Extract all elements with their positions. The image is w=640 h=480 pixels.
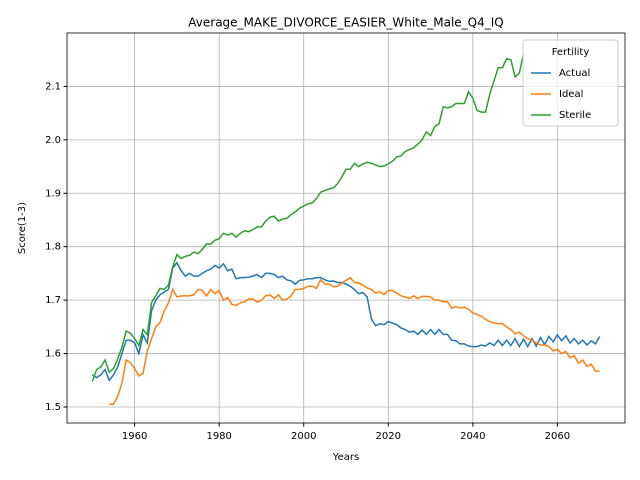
x-tick-label: 1980 [206,431,231,442]
data-line [91,261,601,382]
y-tick-label: 1.5 [45,402,61,413]
y-axis-label: Score(1-3) [17,202,28,254]
plot-frame [66,32,626,424]
legend-title: Fertility [552,47,590,58]
x-axis-label: Years [332,452,359,463]
y-tick-label: 2.0 [45,135,61,146]
legend-label: Actual [559,68,590,79]
y-tick-label: 1.8 [45,242,61,253]
x-tick-label: 1960 [122,431,147,442]
x-tick-label: 2040 [460,431,485,442]
y-tick-label: 1.6 [45,349,61,360]
y-tick-label: 1.7 [45,295,61,306]
y-tick-label: 1.9 [45,188,61,199]
legend-label: Ideal [559,89,583,100]
data-line [91,53,525,382]
chart-title: Average_MAKE_DIVORCE_EASIER_White_Male_Q… [188,16,503,30]
x-tick-label: 2060 [545,431,570,442]
y-tick-label: 2.1 [45,81,61,92]
legend-label: Sterile [559,110,591,121]
data-line [109,276,600,406]
x-tick-label: 2020 [376,431,401,442]
legend-box [522,39,619,127]
x-tick-label: 2000 [291,431,316,442]
legend: Fertility Actual Ideal Sterile [522,39,619,127]
